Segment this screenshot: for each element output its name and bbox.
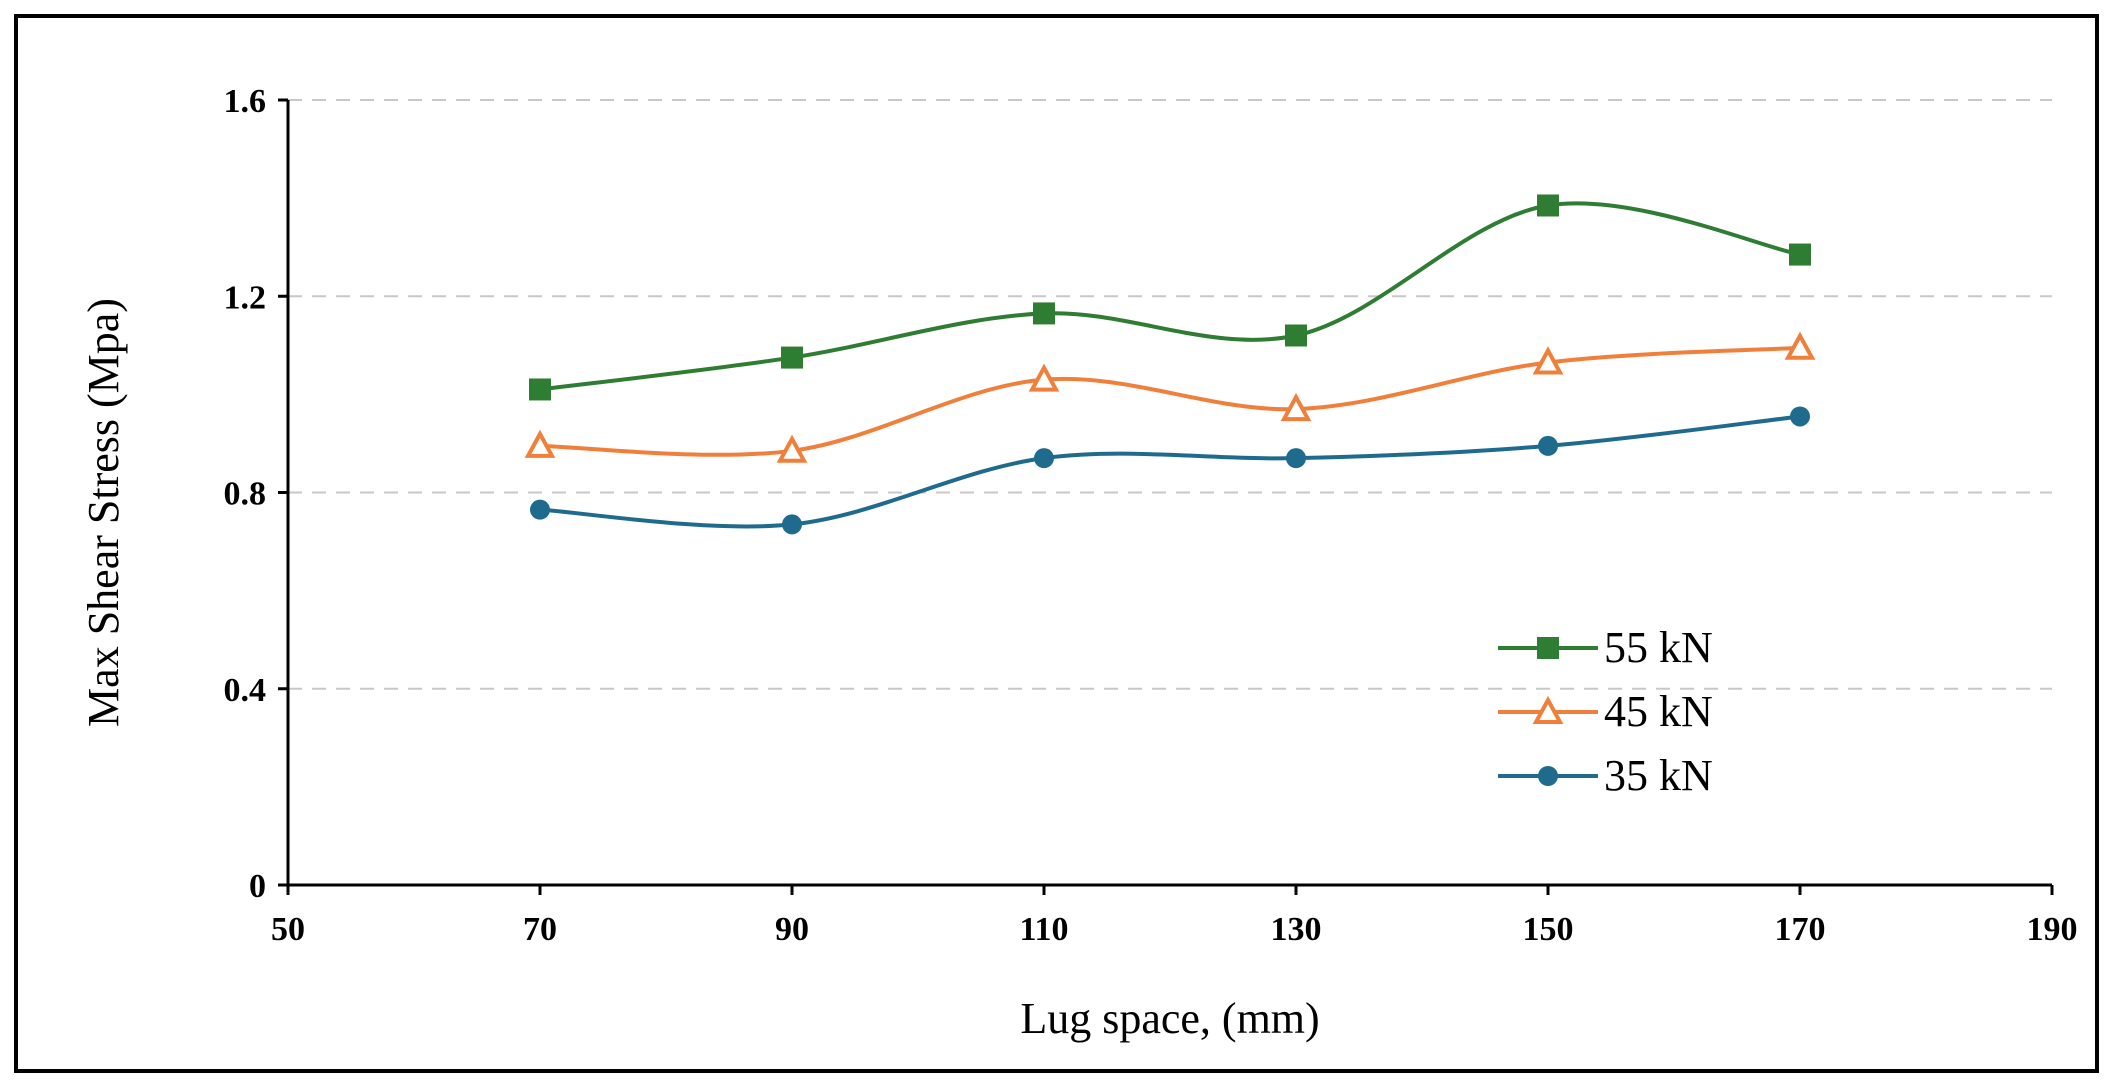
data-point-55-kn xyxy=(781,346,803,369)
series-35-kn xyxy=(530,406,1810,535)
data-point-45-kn xyxy=(1280,392,1312,422)
data-point-55-kn xyxy=(529,378,551,401)
legend-marker-35-kn xyxy=(1538,766,1558,786)
x-tick-label: 50 xyxy=(271,911,305,948)
data-point-35-kn xyxy=(782,514,802,535)
legend-label: 55 kN xyxy=(1604,623,1713,672)
series-line-55-kn xyxy=(539,201,1801,392)
data-point-55-kn xyxy=(1285,324,1307,347)
legend-label: 35 kN xyxy=(1604,751,1713,800)
series-45-kn xyxy=(524,331,1816,463)
data-point-45-kn xyxy=(1784,331,1816,360)
legend-marker-55-kn xyxy=(1537,637,1559,659)
gridlines xyxy=(288,99,2052,690)
data-point-35-kn xyxy=(1538,435,1558,456)
data-point-45-kn xyxy=(1532,346,1564,375)
data-point-55-kn xyxy=(1033,302,1055,325)
data-point-45-kn xyxy=(1028,363,1060,392)
data-point-55-kn xyxy=(1789,243,1811,266)
y-tick-label: 0.4 xyxy=(224,672,267,709)
x-axis-title: Lug space, (mm) xyxy=(1020,994,1319,1043)
y-tick-label: 1.6 xyxy=(224,83,267,120)
y-tick-label: 0.8 xyxy=(224,476,267,513)
y-tick-label: 0 xyxy=(249,868,266,905)
x-tick-label: 170 xyxy=(1775,911,1826,948)
data-point-45-kn xyxy=(524,429,556,458)
legend-item-55-kn: 55 kN xyxy=(1498,623,1713,672)
series-line-45-kn xyxy=(539,345,1801,457)
chart-frame xyxy=(14,14,2099,1073)
x-tick-label: 110 xyxy=(1019,911,1068,948)
x-tick-label: 190 xyxy=(2027,911,2078,948)
data-point-35-kn xyxy=(1034,448,1054,469)
data-point-35-kn xyxy=(530,499,550,520)
series-55-kn xyxy=(529,194,1811,401)
legend-item-35-kn: 35 kN xyxy=(1498,751,1713,800)
series-layer xyxy=(524,194,1816,535)
legend-label: 45 kN xyxy=(1604,687,1713,736)
data-point-35-kn xyxy=(1286,448,1306,469)
data-point-45-kn xyxy=(776,434,808,463)
axes: 0 0.4 0.8 1.2 1.6 50 70 90 110 130 150 170 190 xyxy=(224,83,2078,948)
legend: 55 kN 45 kN 35 kN xyxy=(1498,623,1713,800)
x-tick-label: 130 xyxy=(1271,911,1322,948)
series-line-35-kn xyxy=(539,414,1801,529)
legend-item-45-kn: 45 kN xyxy=(1498,687,1713,736)
data-point-35-kn xyxy=(1790,406,1810,427)
y-tick-label: 1.2 xyxy=(224,279,267,316)
data-point-55-kn xyxy=(1537,194,1559,217)
x-tick-label: 150 xyxy=(1523,911,1574,948)
x-tick-label: 70 xyxy=(523,911,557,948)
y-axis-title: Max Shear Stress (Mpa) xyxy=(79,298,128,727)
legend-marker-45-kn xyxy=(1532,695,1564,724)
x-tick-label: 90 xyxy=(775,911,809,948)
